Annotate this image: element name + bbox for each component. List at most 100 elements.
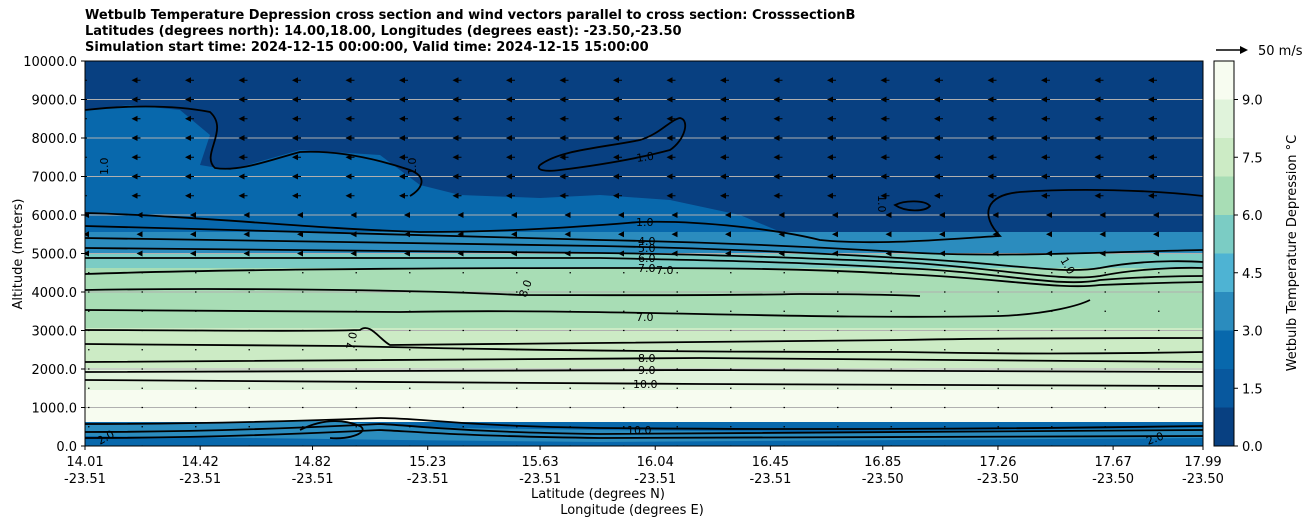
colorbar-tick-label: 4.5 (1242, 267, 1263, 282)
y-axis-label: Altitude (meters) (11, 199, 26, 310)
wind-vector (623, 426, 625, 428)
wind-vector (1094, 135, 1101, 141)
wind-vector (195, 310, 197, 312)
wind-vector (1148, 192, 1154, 199)
wind-vector (778, 250, 785, 257)
wind-vector (783, 368, 785, 370)
wind-vector (136, 212, 143, 218)
wind-vector (136, 250, 143, 257)
wind-vector (302, 406, 304, 409)
colorbar-segment (1214, 99, 1234, 138)
wind-vector (1094, 77, 1101, 84)
wind-vector (248, 329, 250, 332)
colorbar-segment (1214, 176, 1234, 215)
wind-vector (613, 96, 619, 103)
wind-vector (141, 310, 143, 312)
wind-vector (992, 212, 999, 218)
wind-vector (248, 291, 250, 293)
y-tick-label: 7000.0 (32, 171, 78, 186)
y-tick-label: 1000.0 (32, 402, 78, 417)
wind-vector (666, 192, 673, 199)
wind-vector (131, 115, 138, 122)
wind-vector (190, 212, 196, 218)
contour-labels: 1.0 4.0 5.0 6.0 7.0 7.0 8.0 7.0 8.0 9.0 … (95, 150, 1165, 448)
wind-vector (997, 310, 999, 312)
wind-vector (939, 231, 945, 238)
title-line-2: Latitudes (degrees north): 14.00,18.00, … (85, 24, 682, 39)
wind-vector (136, 231, 143, 238)
x-axis-label-latitude: Latitude (degrees N) (531, 487, 665, 502)
contour-line (893, 200, 932, 212)
wind-vector (88, 368, 90, 370)
x-tick-label-lat: 16.04 (637, 455, 674, 470)
contour-line (85, 189, 1203, 244)
x-tick-label-lat: 17.26 (979, 455, 1016, 470)
colorbar-segment (1214, 292, 1234, 331)
wind-vector (832, 231, 838, 238)
wind-vector (1046, 250, 1052, 257)
wind-vector (832, 212, 838, 218)
wind-vector (292, 115, 298, 122)
wind-vector (837, 387, 839, 389)
wind-vector (837, 426, 839, 428)
wind-vector (516, 368, 518, 370)
wind-vector (613, 154, 619, 161)
wind-vector (1148, 135, 1154, 141)
contour-label: 7.0 (656, 264, 674, 277)
wind-vector (730, 329, 732, 332)
wind-vector (987, 192, 994, 199)
field-band-mid (85, 232, 1203, 254)
wind-vector (559, 173, 566, 180)
wind-vector (1104, 426, 1106, 428)
wind-vector (934, 77, 940, 84)
wind-vector (880, 115, 887, 122)
wind-vector (773, 77, 780, 84)
title-line-1: Wetbulb Temperature Depression cross sec… (85, 8, 856, 23)
wind-vector (516, 387, 518, 389)
colorbar-segment (1214, 138, 1234, 177)
y-tick-label: 10000.0 (23, 55, 77, 70)
wind-vector (1099, 250, 1106, 257)
colorbar-tick-label: 7.5 (1242, 151, 1263, 166)
wind-vector (997, 291, 999, 293)
wind-vector (1041, 115, 1047, 122)
wind-vector (987, 96, 994, 103)
wind-vector (1153, 212, 1159, 218)
wind-vector (885, 212, 892, 218)
wind-vector (890, 310, 892, 312)
colorbar-segment (1214, 61, 1234, 100)
wind-vector (355, 272, 357, 274)
contour-label: 7.0 (636, 311, 654, 324)
wind-vector (88, 310, 90, 312)
wind-vector (399, 77, 405, 84)
wind-vector (827, 115, 833, 122)
wind-vector (345, 77, 352, 84)
wind-vector (783, 426, 785, 428)
x-tick-label-lat: 16.45 (752, 455, 789, 470)
wind-vector (292, 135, 298, 141)
wind-vector (248, 310, 250, 312)
wind-vector (832, 250, 838, 257)
wind-vector (676, 329, 678, 332)
wind-vector (997, 349, 999, 351)
wind-vector (1094, 173, 1101, 180)
wind-vector (78, 193, 84, 199)
wind-vector (783, 310, 785, 312)
wind-vector (238, 77, 245, 84)
wind-vector (1148, 77, 1154, 84)
wind-vector (666, 173, 673, 180)
wind-vector (1153, 250, 1159, 257)
wind-vector (1158, 387, 1160, 389)
wind-vector (666, 96, 673, 103)
wind-vector (345, 96, 352, 103)
wind-vector (88, 329, 90, 332)
wind-vector (725, 250, 731, 257)
wind-vector (350, 250, 357, 257)
wind-vector (506, 192, 512, 199)
wind-vector (409, 368, 411, 370)
x-tick-label-lon: -23.51 (64, 472, 106, 487)
wind-vector (88, 426, 90, 428)
wind-vector (676, 406, 678, 409)
wind-vector (730, 426, 732, 428)
